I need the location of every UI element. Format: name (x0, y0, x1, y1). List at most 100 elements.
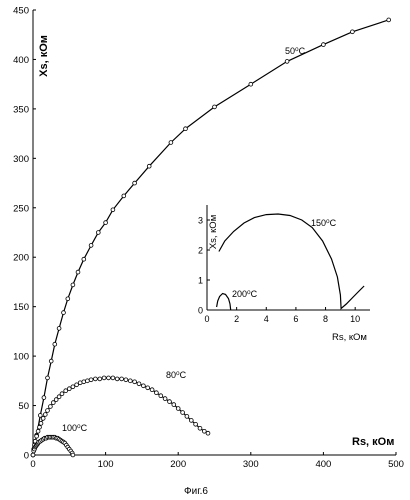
inset-y-axis-title: Xs, кОм (208, 215, 219, 249)
main-data-point (122, 194, 126, 198)
inset-series-label-0: 150⁰C (311, 218, 337, 228)
main-data-point (322, 43, 326, 47)
main-data-point (159, 394, 163, 398)
main-data-point (67, 387, 71, 391)
inset-y-tick-label: 1 (198, 276, 203, 286)
main-x-tick-label: 500 (388, 459, 404, 470)
main-data-point (198, 426, 202, 430)
main-data-point (38, 425, 42, 429)
main-data-point (49, 359, 53, 363)
inset-y-tick-label: 0 (198, 306, 203, 316)
main-data-point (49, 405, 53, 409)
main-data-point (39, 422, 43, 426)
main-data-point (46, 409, 50, 413)
main-x-tick-label: 0 (30, 459, 35, 470)
main-data-point (86, 379, 90, 383)
main-data-point (57, 327, 61, 331)
main-y-tick-label: 100 (13, 352, 29, 363)
main-data-point (96, 231, 100, 235)
inset-x-tick-label: 0 (204, 314, 209, 324)
main-data-point (133, 380, 137, 384)
main-data-point (150, 388, 154, 392)
main-series-line-1 (33, 378, 208, 455)
inset-plot: 02468100123150⁰C200⁰C (198, 203, 376, 344)
main-data-point (71, 453, 75, 457)
main-data-point (104, 221, 108, 225)
main-y-tick-label: 300 (13, 154, 29, 165)
main-data-point (249, 82, 253, 86)
main-data-point (168, 400, 172, 404)
main-data-point (120, 377, 124, 381)
main-x-axis-title: Rs, кОм (352, 436, 394, 448)
main-data-point (62, 311, 66, 315)
main-data-point (147, 164, 151, 168)
main-y-tick-label: 350 (13, 104, 29, 115)
main-data-point (36, 429, 40, 433)
main-data-point (387, 18, 391, 22)
inset-x-tick-label: 10 (350, 314, 360, 324)
main-x-tick-label: 100 (98, 459, 114, 470)
main-data-point (111, 208, 115, 212)
main-data-point (75, 383, 79, 387)
main-y-tick-label: 150 (13, 302, 29, 313)
main-data-point (42, 396, 46, 400)
main-data-point (189, 419, 193, 423)
main-data-point (128, 379, 132, 383)
main-data-point (71, 283, 75, 287)
main-data-point (124, 378, 128, 382)
main-data-point (76, 270, 80, 274)
main-data-point (89, 378, 93, 382)
main-data-point (202, 429, 206, 433)
main-y-tick-label: 0 (24, 451, 29, 462)
main-series-label-0: 50⁰C (285, 46, 306, 56)
main-data-point (60, 392, 64, 396)
main-data-point (155, 391, 159, 395)
main-data-point (133, 181, 137, 185)
main-data-point (41, 417, 45, 421)
main-data-point (82, 257, 86, 261)
main-y-axis-title: Xs, кОм (38, 35, 50, 77)
main-data-point (31, 453, 35, 457)
main-data-point (176, 407, 180, 411)
main-data-point (35, 434, 39, 438)
main-data-point (351, 30, 355, 34)
inset-x-tick-label: 4 (264, 314, 269, 324)
inset-x-tick-label: 6 (293, 314, 298, 324)
main-data-point (46, 376, 50, 380)
main-data-point (285, 60, 289, 64)
main-data-point (43, 413, 47, 417)
main-y-tick-label: 250 (13, 203, 29, 214)
main-data-point (98, 377, 102, 381)
main-data-point (64, 389, 68, 393)
main-data-point (163, 397, 167, 401)
main-data-point (172, 403, 176, 407)
inset-x-axis-title: Rs, кОм (332, 332, 367, 343)
main-data-point (71, 385, 75, 389)
main-y-tick-label: 400 (13, 55, 29, 66)
main-data-point (181, 411, 185, 415)
main-data-point (184, 127, 188, 131)
main-data-point (185, 415, 189, 419)
main-y-tick-label: 50 (18, 401, 29, 412)
main-data-point (137, 382, 141, 386)
inset-y-tick-label: 3 (198, 216, 203, 226)
main-data-point (194, 422, 198, 426)
main-data-point (53, 342, 57, 346)
main-data-point (142, 384, 146, 388)
inset-y-tick-label: 2 (198, 246, 203, 256)
main-series-label-1: 80⁰C (166, 370, 187, 380)
main-data-point (107, 376, 111, 380)
figure-caption: Фиг.6 (184, 486, 208, 497)
main-data-point (111, 376, 115, 380)
main-data-point (146, 386, 150, 390)
main-data-point (169, 141, 173, 145)
main-y-tick-label: 450 (13, 6, 29, 17)
main-x-tick-label: 300 (243, 459, 259, 470)
main-data-point (115, 377, 119, 381)
main-data-point (94, 377, 98, 381)
inset-x-tick-label: 2 (234, 314, 239, 324)
main-data-point (66, 297, 70, 301)
main-data-point (89, 244, 93, 248)
inset-series-label-1: 200⁰C (232, 289, 258, 299)
